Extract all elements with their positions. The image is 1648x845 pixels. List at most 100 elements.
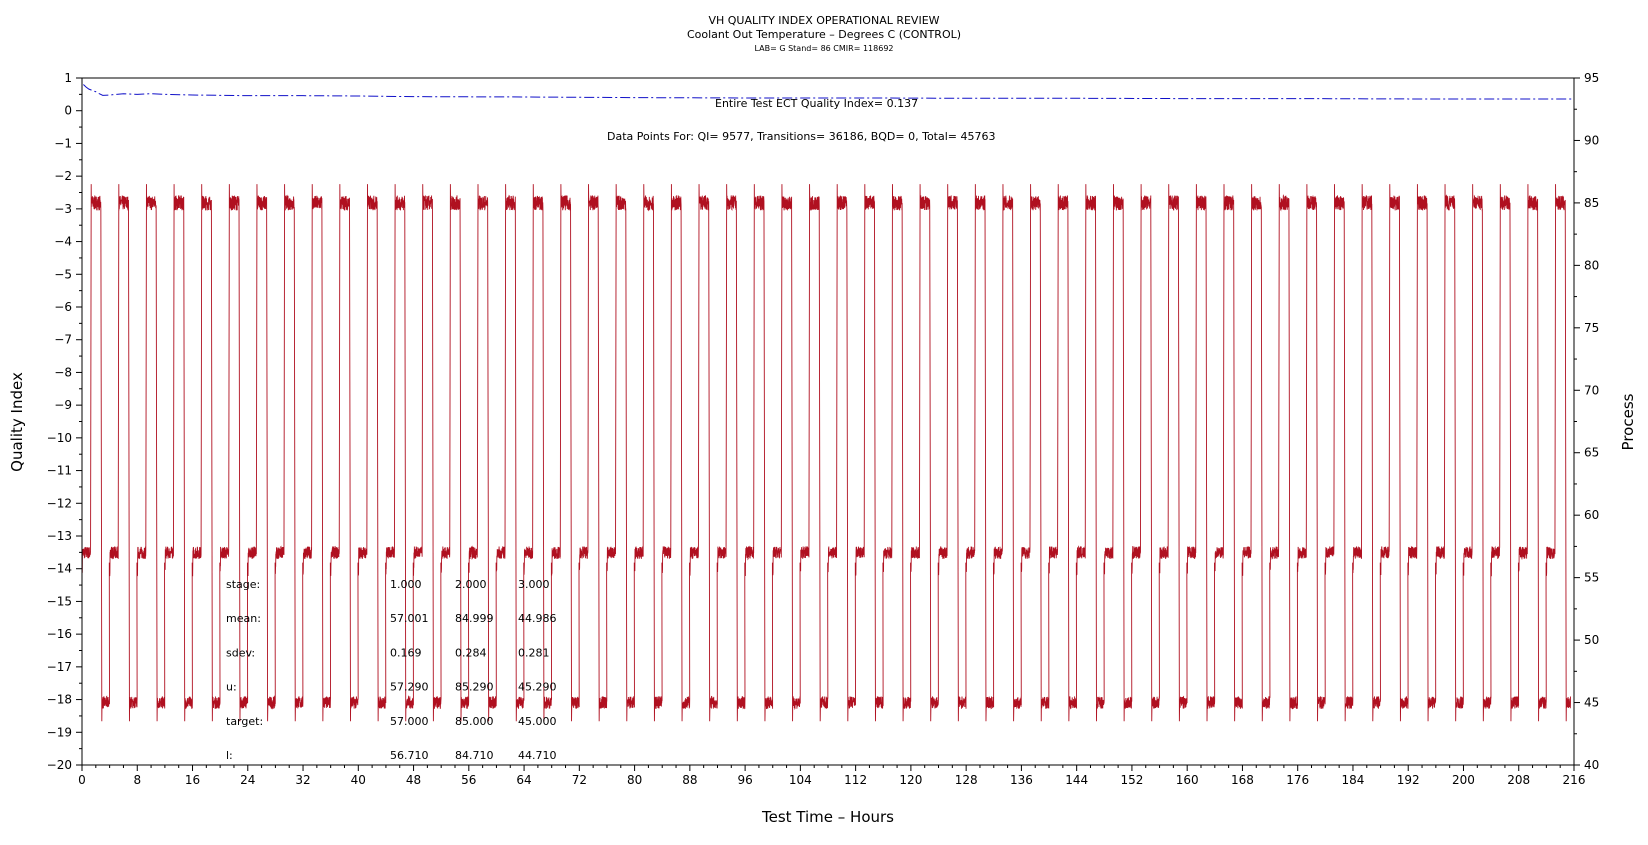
stats-cell: 45.000 — [518, 715, 557, 728]
x-tick-label: 200 — [1452, 773, 1475, 787]
stats-cell: 1.000 — [390, 578, 422, 591]
y-tick-label: −16 — [47, 627, 72, 641]
stats-cell: 84.710 — [455, 749, 494, 762]
x-axis: 0 8 16 24 32 40 48 56 64 72 80 88 96 104 112 120 128 136 1… — [78, 765, 1585, 787]
stats-table: stage: 1.000 2.000 3.000 mean: 57.001 84.999 44… — [226, 578, 557, 762]
x-tick-label: 120 — [899, 773, 922, 787]
y2-tick-label: 80 — [1584, 258, 1599, 272]
y-tick-label: −3 — [54, 202, 72, 216]
stats-cell: 44.710 — [518, 749, 557, 762]
x-tick-label: 208 — [1507, 773, 1530, 787]
y-axis-label: Quality Index — [8, 372, 26, 472]
y2-tick-label: 60 — [1584, 508, 1599, 522]
stats-cell: 3.000 — [518, 578, 550, 591]
process-series-line — [81, 184, 1571, 722]
x-tick-label: 136 — [1010, 773, 1033, 787]
chart-title: VH QUALITY INDEX OPERATIONAL REVIEW — [708, 14, 939, 27]
stats-cell: 0.284 — [455, 646, 487, 659]
x-tick-label: 184 — [1342, 773, 1365, 787]
x-tick-label: 56 — [461, 773, 476, 787]
y-tick-label: −6 — [54, 300, 72, 314]
stats-row-label: target: — [226, 715, 263, 728]
plot-series — [81, 84, 1574, 722]
y-tick-label: −17 — [47, 660, 72, 674]
x-tick-label: 176 — [1286, 773, 1309, 787]
x-tick-label: 24 — [240, 773, 255, 787]
stats-cell: 57.290 — [390, 681, 429, 694]
stats-cell: 45.290 — [518, 681, 557, 694]
y2-tick-label: 40 — [1584, 758, 1599, 772]
y-tick-label: −10 — [47, 431, 72, 445]
stats-row-label: u: — [226, 681, 237, 694]
x-tick-label: 192 — [1397, 773, 1420, 787]
stats-cell: 85.290 — [455, 681, 494, 694]
y-tick-label: −1 — [54, 136, 72, 150]
x-tick-label: 48 — [406, 773, 421, 787]
x-tick-label: 32 — [295, 773, 310, 787]
x-tick-label: 0 — [78, 773, 86, 787]
x-tick-label: 64 — [516, 773, 531, 787]
x-tick-label: 96 — [737, 773, 752, 787]
stats-cell: 2.000 — [455, 578, 487, 591]
stats-row-label: mean: — [226, 612, 261, 625]
y2-tick-label: 90 — [1584, 133, 1599, 147]
x-tick-label: 104 — [789, 773, 812, 787]
y2-tick-label: 70 — [1584, 383, 1599, 397]
y-tick-label: −11 — [47, 464, 72, 478]
y-tick-label: −20 — [47, 758, 72, 772]
stats-row-label: sdev: — [226, 646, 255, 659]
y2-tick-label: 65 — [1584, 446, 1599, 460]
y2-tick-label: 50 — [1584, 633, 1599, 647]
y-axis-right: 95 90 85 80 75 70 65 60 55 50 45 40 — [1574, 71, 1599, 772]
x-tick-label: 80 — [627, 773, 642, 787]
stats-cell: 44.986 — [518, 612, 557, 625]
x-tick-label: 128 — [955, 773, 978, 787]
y-tick-label: −4 — [54, 235, 72, 249]
stats-cell: 0.169 — [390, 646, 422, 659]
stats-row-label: l: — [226, 749, 233, 762]
y-tick-label: 1 — [64, 71, 72, 85]
y-tick-label: −18 — [47, 693, 72, 707]
stats-cell: 57.000 — [390, 715, 429, 728]
x-tick-label: 88 — [682, 773, 697, 787]
y-tick-label: −8 — [54, 365, 72, 379]
y2-tick-label: 85 — [1584, 196, 1599, 210]
stats-cell: 84.999 — [455, 612, 494, 625]
quality-index-series-line — [83, 84, 1574, 100]
x-tick-label: 16 — [185, 773, 200, 787]
quality-index-annotation: Entire Test ECT Quality Index= 0.137 — [715, 97, 918, 110]
y2-axis-label: Process — [1619, 393, 1637, 450]
stats-cell: 0.281 — [518, 646, 550, 659]
y-axis-left: 1 0 −1 −2 −3 −4 −5 −6 −7 −8 −9 −10 −11 −12 −13 −14 −15 −1… — [47, 71, 82, 772]
y-tick-label: 0 — [64, 104, 72, 118]
y-tick-label: −12 — [47, 496, 72, 510]
chart-titles: VH QUALITY INDEX OPERATIONAL REVIEW Cool… — [687, 14, 961, 53]
y-tick-label: −9 — [54, 398, 72, 412]
x-tick-label: 8 — [133, 773, 141, 787]
stats-cell: 85.000 — [455, 715, 494, 728]
y-tick-label: −5 — [54, 267, 72, 281]
data-points-annotation: Data Points For: QI= 9577, Transitions= … — [607, 130, 996, 143]
chart-subtitle: Coolant Out Temperature – Degrees C (CON… — [687, 28, 961, 41]
x-tick-label: 144 — [1065, 773, 1088, 787]
y-tick-label: −7 — [54, 333, 72, 347]
x-tick-label: 112 — [844, 773, 867, 787]
y-tick-label: −15 — [47, 594, 72, 608]
y2-tick-label: 45 — [1584, 696, 1599, 710]
y2-tick-label: 75 — [1584, 321, 1599, 335]
x-axis-label: Test Time – Hours — [761, 808, 894, 826]
stats-cell: 57.001 — [390, 612, 429, 625]
lab-info: LAB= G Stand= 86 CMIR= 118692 — [754, 44, 893, 53]
x-tick-label: 72 — [572, 773, 587, 787]
y2-tick-label: 55 — [1584, 571, 1599, 585]
x-tick-label: 160 — [1176, 773, 1199, 787]
x-tick-label: 40 — [351, 773, 366, 787]
x-tick-label: 152 — [1120, 773, 1143, 787]
stats-cell: 56.710 — [390, 749, 429, 762]
y2-tick-label: 95 — [1584, 71, 1599, 85]
y-tick-label: −2 — [54, 169, 72, 183]
x-tick-label: 168 — [1231, 773, 1254, 787]
y-tick-label: −13 — [47, 529, 72, 543]
y-tick-label: −19 — [47, 725, 72, 739]
